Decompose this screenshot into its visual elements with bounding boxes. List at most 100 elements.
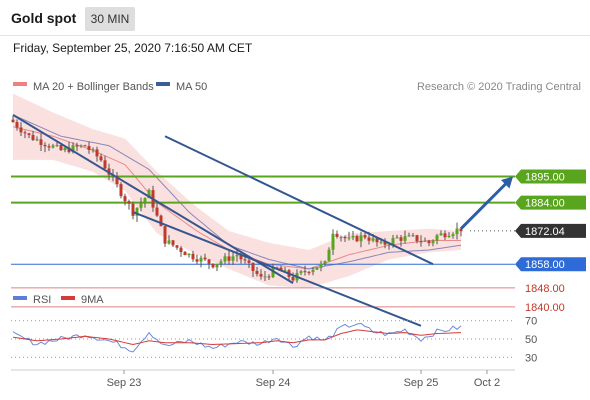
candle-body	[195, 259, 199, 262]
candle-body	[431, 240, 435, 244]
candle-body	[11, 119, 15, 123]
candle-body	[411, 235, 415, 237]
candle-body	[303, 271, 307, 273]
level-label-3: 1858.00	[525, 259, 565, 271]
candle-body	[59, 144, 63, 151]
candle-body	[271, 267, 275, 278]
candle-body	[51, 145, 55, 148]
candle-body	[55, 144, 59, 146]
level-tag-3	[515, 257, 586, 272]
level-tag-1	[515, 195, 586, 210]
candle-body	[459, 228, 463, 232]
candle-body	[407, 235, 411, 237]
candle-body	[379, 241, 383, 243]
trendline-1	[164, 135, 434, 266]
header-divider	[0, 35, 590, 36]
candle-body	[375, 238, 379, 243]
trendline-2	[132, 211, 422, 327]
candle-body	[307, 271, 311, 273]
projection-arrow-shaft	[459, 179, 511, 230]
candle-body	[371, 238, 375, 241]
candle-body	[159, 215, 163, 227]
candle-body	[43, 144, 47, 147]
x-tick-label-1: Sep 24	[256, 377, 291, 389]
candle-body	[235, 255, 239, 257]
candle-body	[391, 238, 395, 245]
legend-credit: Research © 2020 Trading Central	[417, 81, 581, 93]
candle-body	[79, 145, 83, 147]
candle-body	[239, 255, 243, 260]
candle-body	[311, 269, 315, 273]
candle-body	[155, 207, 159, 216]
candle-body	[259, 274, 263, 277]
level-label-5: 1840.00	[525, 302, 565, 314]
candle-body	[143, 198, 147, 203]
candle-body	[207, 259, 211, 264]
candle-body	[327, 249, 331, 262]
candle-body	[423, 240, 427, 242]
candle-body	[91, 149, 95, 151]
candle-body	[191, 253, 195, 260]
rsi-tick-0: 70	[525, 316, 537, 328]
candle-body	[119, 184, 123, 197]
candle-body	[203, 257, 207, 260]
legend-swatch-1	[156, 82, 170, 86]
rsi-legend-label-1: 9MA	[81, 294, 104, 306]
candle-body	[267, 276, 271, 278]
candle-body	[427, 240, 431, 244]
candle-body	[103, 160, 107, 169]
candle-body	[339, 236, 343, 238]
candle-body	[227, 256, 231, 261]
rsi-tick-1: 50	[525, 334, 537, 346]
candle-body	[35, 139, 39, 141]
candle-body	[351, 235, 355, 238]
candle-body	[315, 267, 319, 270]
candle-body	[395, 237, 399, 239]
candle-body	[115, 175, 119, 185]
candle-body	[23, 132, 27, 134]
level-tag-0	[515, 169, 586, 184]
candle-body	[335, 233, 339, 237]
timestamp: Friday, September 25, 2020 7:16:50 AM CE…	[13, 41, 253, 55]
x-tick-label-0: Sep 23	[107, 377, 142, 389]
ma50-line	[12, 114, 462, 270]
candle-body	[367, 237, 371, 241]
candle-body	[71, 145, 75, 153]
level-label-1: 1884.00	[525, 198, 565, 210]
level-label-0: 1895.00	[525, 172, 565, 184]
trendline-0	[12, 114, 294, 285]
candle-body	[179, 247, 183, 253]
candle-body	[63, 147, 67, 151]
candle-body	[299, 271, 303, 273]
candle-body	[75, 145, 79, 147]
candle-body	[347, 237, 351, 239]
candle-body	[435, 235, 439, 241]
legend-label-1: MA 50	[176, 81, 207, 93]
candle-body	[291, 276, 295, 281]
candle-body	[415, 235, 419, 242]
candle-body	[123, 196, 127, 202]
level-label-2: 1872.04	[525, 226, 565, 238]
legend-label-0: MA 20 + Bollinger Bands	[33, 81, 154, 93]
candle-body	[127, 201, 131, 204]
level-label-4: 1848.00	[525, 283, 565, 295]
candle-body	[255, 270, 259, 275]
candle-body	[343, 236, 347, 239]
candle-body	[419, 241, 423, 243]
candle-body	[19, 127, 23, 133]
candle-body	[323, 261, 327, 264]
candle-body	[283, 270, 287, 272]
candle-body	[27, 133, 31, 136]
candle-body	[187, 253, 191, 256]
candle-body	[403, 236, 407, 241]
timeframe-tab[interactable]: 30 MIN	[85, 7, 135, 31]
candle-body	[231, 256, 235, 261]
rsi-legend-label-0: RSI	[33, 294, 51, 306]
candle-body	[47, 146, 51, 148]
legend-swatch-0	[13, 82, 27, 86]
candle-body	[135, 207, 139, 216]
candle-body	[215, 264, 219, 268]
candle-body	[251, 262, 255, 271]
candle-body	[87, 146, 91, 150]
